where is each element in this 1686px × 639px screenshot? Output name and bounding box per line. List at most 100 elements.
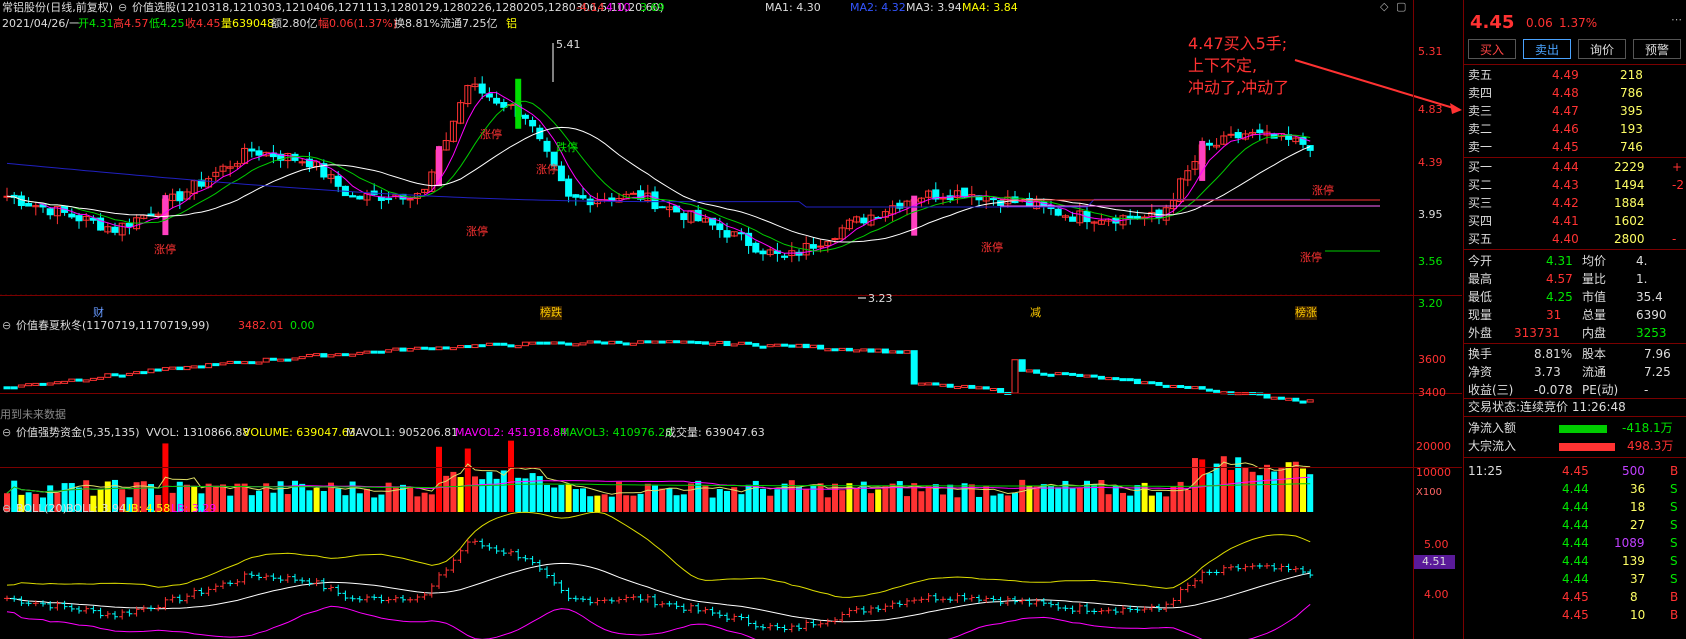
trade-note-line: 4.47买入5手; bbox=[1188, 34, 1288, 53]
panel4-title[interactable]: BOLL(20) bbox=[16, 502, 67, 515]
event-label-rank-up[interactable]: 榜涨 bbox=[1295, 306, 1317, 320]
season-bar bbox=[745, 341, 753, 345]
chart-canvas[interactable] bbox=[0, 0, 1462, 639]
volume-bar bbox=[356, 493, 363, 512]
season-bar bbox=[385, 349, 393, 353]
candle-body bbox=[557, 165, 565, 182]
indicator-params[interactable]: 价值选股(1210318,1210303,1210406,1271113,128… bbox=[132, 1, 664, 14]
panel3-title[interactable]: 价值强势资金(5,35,135) bbox=[16, 426, 140, 439]
indicator-value-3: 3.69 bbox=[640, 1, 665, 14]
panel2-title[interactable]: 价值春夏秋冬(1170719,1170719,99) bbox=[16, 319, 210, 332]
season-bar bbox=[485, 342, 493, 346]
stat-value: -0.078 bbox=[1534, 383, 1573, 397]
season-bar bbox=[147, 368, 155, 374]
indicator-value-1: -4.14 bbox=[576, 1, 605, 14]
season-bar bbox=[817, 344, 825, 350]
volume-bar bbox=[680, 494, 687, 512]
volume-bar bbox=[817, 483, 824, 512]
season-bar bbox=[997, 388, 1005, 393]
season-bar bbox=[428, 347, 436, 351]
chart-maximize-icon[interactable]: ▢ bbox=[1396, 0, 1407, 13]
chart-settings-icon[interactable]: ◇ bbox=[1380, 0, 1389, 13]
volume-bar bbox=[486, 471, 493, 512]
volume-bar bbox=[349, 481, 356, 512]
sidebar-settings-icon[interactable]: ⋯ bbox=[1671, 13, 1682, 26]
bid-label: 买四 bbox=[1468, 214, 1493, 228]
limit-up-label: 涨停 bbox=[480, 128, 502, 141]
volume-bar bbox=[889, 483, 896, 512]
volume-bar bbox=[911, 483, 918, 512]
mavol3-line bbox=[6, 483, 1311, 494]
season-bar bbox=[961, 384, 969, 388]
season-bar bbox=[1105, 377, 1113, 381]
sector-tag[interactable]: 铝 bbox=[506, 17, 517, 30]
candle-body bbox=[385, 198, 393, 201]
volume-bar bbox=[810, 484, 817, 512]
bar-amount: 额2.80亿 bbox=[271, 17, 318, 30]
volume-bar bbox=[328, 482, 334, 512]
volume-bar bbox=[1228, 469, 1234, 512]
y-tick: 4.83 bbox=[1418, 103, 1443, 116]
panel-divider-3 bbox=[0, 467, 1462, 468]
candle-body bbox=[759, 250, 767, 255]
stat-label: 量比 bbox=[1582, 272, 1607, 286]
stat-row: 最高 4.57 量比 1. bbox=[1464, 270, 1686, 288]
panel3-y-tick: 10000 bbox=[1416, 466, 1451, 479]
candle-body bbox=[1076, 210, 1084, 224]
season-bar bbox=[1177, 384, 1185, 388]
tick-side: B bbox=[1670, 590, 1679, 604]
season-bar bbox=[917, 382, 925, 386]
kline-chart-area[interactable]: 常铝股份(日线,前复权) ⊖ 价值选股(1210318,1210303,1210… bbox=[0, 0, 1462, 639]
bar-close: 收4.45 bbox=[185, 17, 221, 30]
season-bar bbox=[212, 363, 220, 367]
volume-bar bbox=[522, 478, 529, 512]
candle-body bbox=[766, 249, 774, 256]
season-bar bbox=[514, 345, 522, 349]
stat-value: 8.81% bbox=[1534, 347, 1573, 361]
event-label-reduce[interactable]: 减 bbox=[1030, 306, 1041, 319]
panel4-collapse-icon[interactable]: ⊖ bbox=[2, 502, 12, 515]
season-bar bbox=[716, 340, 724, 344]
event-label-rank-down[interactable]: 榜跌 bbox=[540, 306, 562, 320]
season-bar bbox=[831, 348, 839, 352]
season-bar bbox=[262, 357, 270, 363]
chart-title: 常铝股份(日线,前复权) bbox=[2, 1, 114, 14]
ma1-line bbox=[6, 126, 1311, 243]
volume-bar bbox=[875, 489, 882, 512]
panel3-collapse-icon[interactable]: ⊖ bbox=[2, 426, 12, 439]
candle-body bbox=[1234, 132, 1242, 139]
sell-button[interactable]: 卖出 bbox=[1523, 39, 1571, 59]
volume-bar bbox=[90, 495, 97, 512]
volume-bar bbox=[990, 495, 997, 512]
buy-button[interactable]: 买入 bbox=[1468, 39, 1516, 59]
volume-bar bbox=[234, 483, 241, 512]
volume-bar bbox=[1033, 486, 1040, 512]
candle-body bbox=[586, 198, 594, 206]
season-bar bbox=[629, 342, 637, 346]
volume-bar bbox=[796, 486, 802, 512]
season-bar bbox=[118, 374, 126, 378]
panel2-collapse-icon[interactable]: ⊖ bbox=[2, 319, 12, 332]
panel4-lb: LB: 3.29 bbox=[171, 502, 217, 515]
stat-label: 外盘 bbox=[1468, 326, 1493, 340]
candle-body bbox=[349, 195, 357, 198]
candle-body bbox=[1162, 207, 1170, 221]
candle-body bbox=[68, 213, 76, 218]
season-bar bbox=[701, 341, 709, 345]
volume-bar bbox=[32, 493, 39, 512]
ask-row: 卖二 4.46 193 bbox=[1464, 120, 1686, 138]
volume-bar bbox=[716, 488, 723, 512]
indicator-collapse-icon[interactable]: ⊖ bbox=[118, 1, 128, 14]
season-bar bbox=[97, 376, 105, 380]
event-label-finance[interactable]: 财 bbox=[93, 306, 104, 319]
candle-body bbox=[529, 120, 537, 127]
volume-bar bbox=[1249, 471, 1256, 512]
season-bar bbox=[226, 360, 234, 364]
stat-row: 今开 4.31 均价 4. bbox=[1464, 252, 1686, 270]
volume-bar bbox=[1091, 484, 1098, 512]
trade-note: 4.47买入5手; 上下不定, 冲动了,冲动了 bbox=[1188, 33, 1289, 99]
alert-button[interactable]: 预警 bbox=[1633, 39, 1681, 59]
inquiry-button[interactable]: 询价 bbox=[1578, 39, 1626, 59]
volume-bar bbox=[853, 487, 860, 512]
ma3-line bbox=[6, 100, 1311, 252]
